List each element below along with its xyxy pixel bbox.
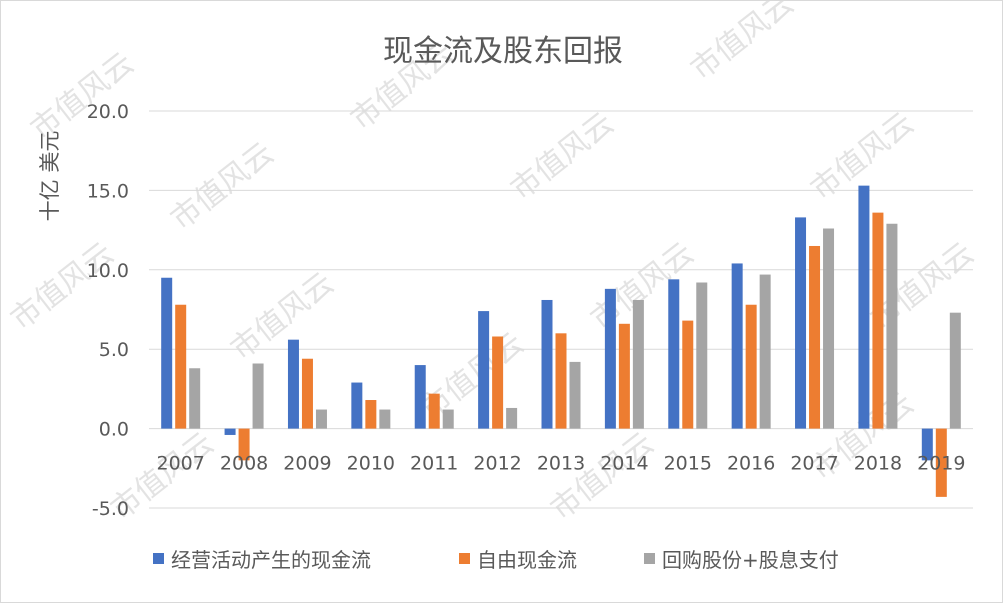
x-tick-label: 2012: [473, 453, 521, 475]
bar-2008-s3: [252, 363, 264, 429]
bar-2015-s1: [668, 279, 680, 429]
bar-2008-s2: [238, 428, 250, 461]
bar-2010-s2: [365, 400, 377, 429]
bar-2011-s1: [414, 365, 426, 429]
x-tick-label: 2015: [664, 453, 712, 475]
legend-swatch-3: [644, 553, 655, 564]
bar-2017-s1: [795, 217, 807, 429]
bar-2014-s3: [632, 299, 644, 429]
bar-2018-s3: [886, 223, 898, 429]
x-tick-label: 2011: [410, 453, 458, 475]
watermark-text: 市值风云: [504, 106, 620, 207]
watermark-text: 市值风云: [224, 266, 340, 367]
bar-2009-s3: [315, 409, 327, 429]
legend-swatch-2: [459, 553, 470, 564]
x-tick-label: 2014: [600, 453, 648, 475]
bar-2007-s3: [189, 368, 201, 429]
bar-2019-s3: [949, 312, 961, 429]
bar-2016-s2: [745, 304, 757, 429]
y-tick-label: 15.0: [87, 180, 129, 202]
bar-2013-s2: [555, 333, 567, 429]
watermark-text: 市值风云: [544, 426, 660, 527]
bar-2019-s2: [935, 428, 947, 497]
legend-swatch-1: [153, 553, 164, 564]
y-tick-label: 10.0: [87, 260, 129, 282]
chart-title: 现金流及股东回报: [383, 34, 623, 69]
grid-layer: [149, 110, 973, 509]
x-tick-label: 2008: [220, 453, 268, 475]
bar-2014-s2: [618, 323, 630, 429]
bar-2012-s2: [492, 336, 504, 429]
bar-2009-s1: [287, 339, 299, 429]
x-tick-label: 2018: [854, 453, 902, 475]
y-tick-label: 0.0: [99, 419, 129, 441]
x-tick-label: 2016: [727, 453, 775, 475]
bar-2018-s2: [872, 212, 884, 429]
bar-2010-s1: [351, 382, 363, 429]
x-tick-label: 2009: [283, 453, 331, 475]
bar-2011-s3: [442, 409, 454, 429]
bars-layer: [161, 185, 961, 497]
y-axis-label: 十亿 美元: [38, 131, 62, 222]
ticks-layer: 20.0 15.0 10.0 5.0 0.0 -5.0 2007 2008 2009 2010 20…: [87, 101, 966, 520]
bar-2016-s1: [731, 263, 743, 429]
x-tick-label: 2017: [790, 453, 838, 475]
y-tick-label: 20.0: [87, 101, 129, 123]
bar-2009-s2: [301, 358, 313, 429]
legend: 经营活动产生的现金流 自由现金流 回购股份+股息支付: [153, 548, 839, 572]
bar-2013-s3: [569, 361, 581, 429]
bar-2007-s1: [161, 277, 173, 429]
bar-2010-s3: [379, 409, 391, 429]
bar-2013-s1: [541, 299, 553, 429]
bar-2011-s2: [428, 393, 440, 429]
bar-2017-s2: [809, 245, 821, 429]
bar-2008-s1: [224, 428, 236, 435]
bar-2015-s2: [682, 320, 694, 429]
legend-label-1: 经营活动产生的现金流: [171, 548, 371, 572]
watermark-text: 市值风云: [684, 1, 800, 87]
bar-2017-s3: [823, 228, 835, 429]
bar-2018-s1: [858, 185, 870, 429]
bar-2016-s3: [759, 274, 771, 429]
y-tick-label: 5.0: [99, 339, 129, 361]
bar-2012-s3: [506, 407, 518, 429]
x-tick-label: 2010: [347, 453, 395, 475]
bar-2007-s2: [175, 304, 187, 429]
legend-label-3: 回购股份+股息支付: [662, 548, 839, 572]
bar-2019-s1: [921, 428, 933, 461]
x-tick-label: 2019: [917, 453, 965, 475]
watermark-text: 市值风云: [164, 136, 280, 237]
x-tick-label: 2007: [157, 453, 205, 475]
bar-2012-s1: [478, 311, 490, 429]
bar-2015-s3: [696, 282, 708, 429]
legend-label-2: 自由现金流: [477, 548, 577, 572]
watermark-text: 市值风云: [4, 236, 120, 337]
bar-2014-s1: [604, 288, 616, 429]
y-tick-label: -5.0: [92, 498, 129, 520]
x-tick-label: 2013: [537, 453, 585, 475]
